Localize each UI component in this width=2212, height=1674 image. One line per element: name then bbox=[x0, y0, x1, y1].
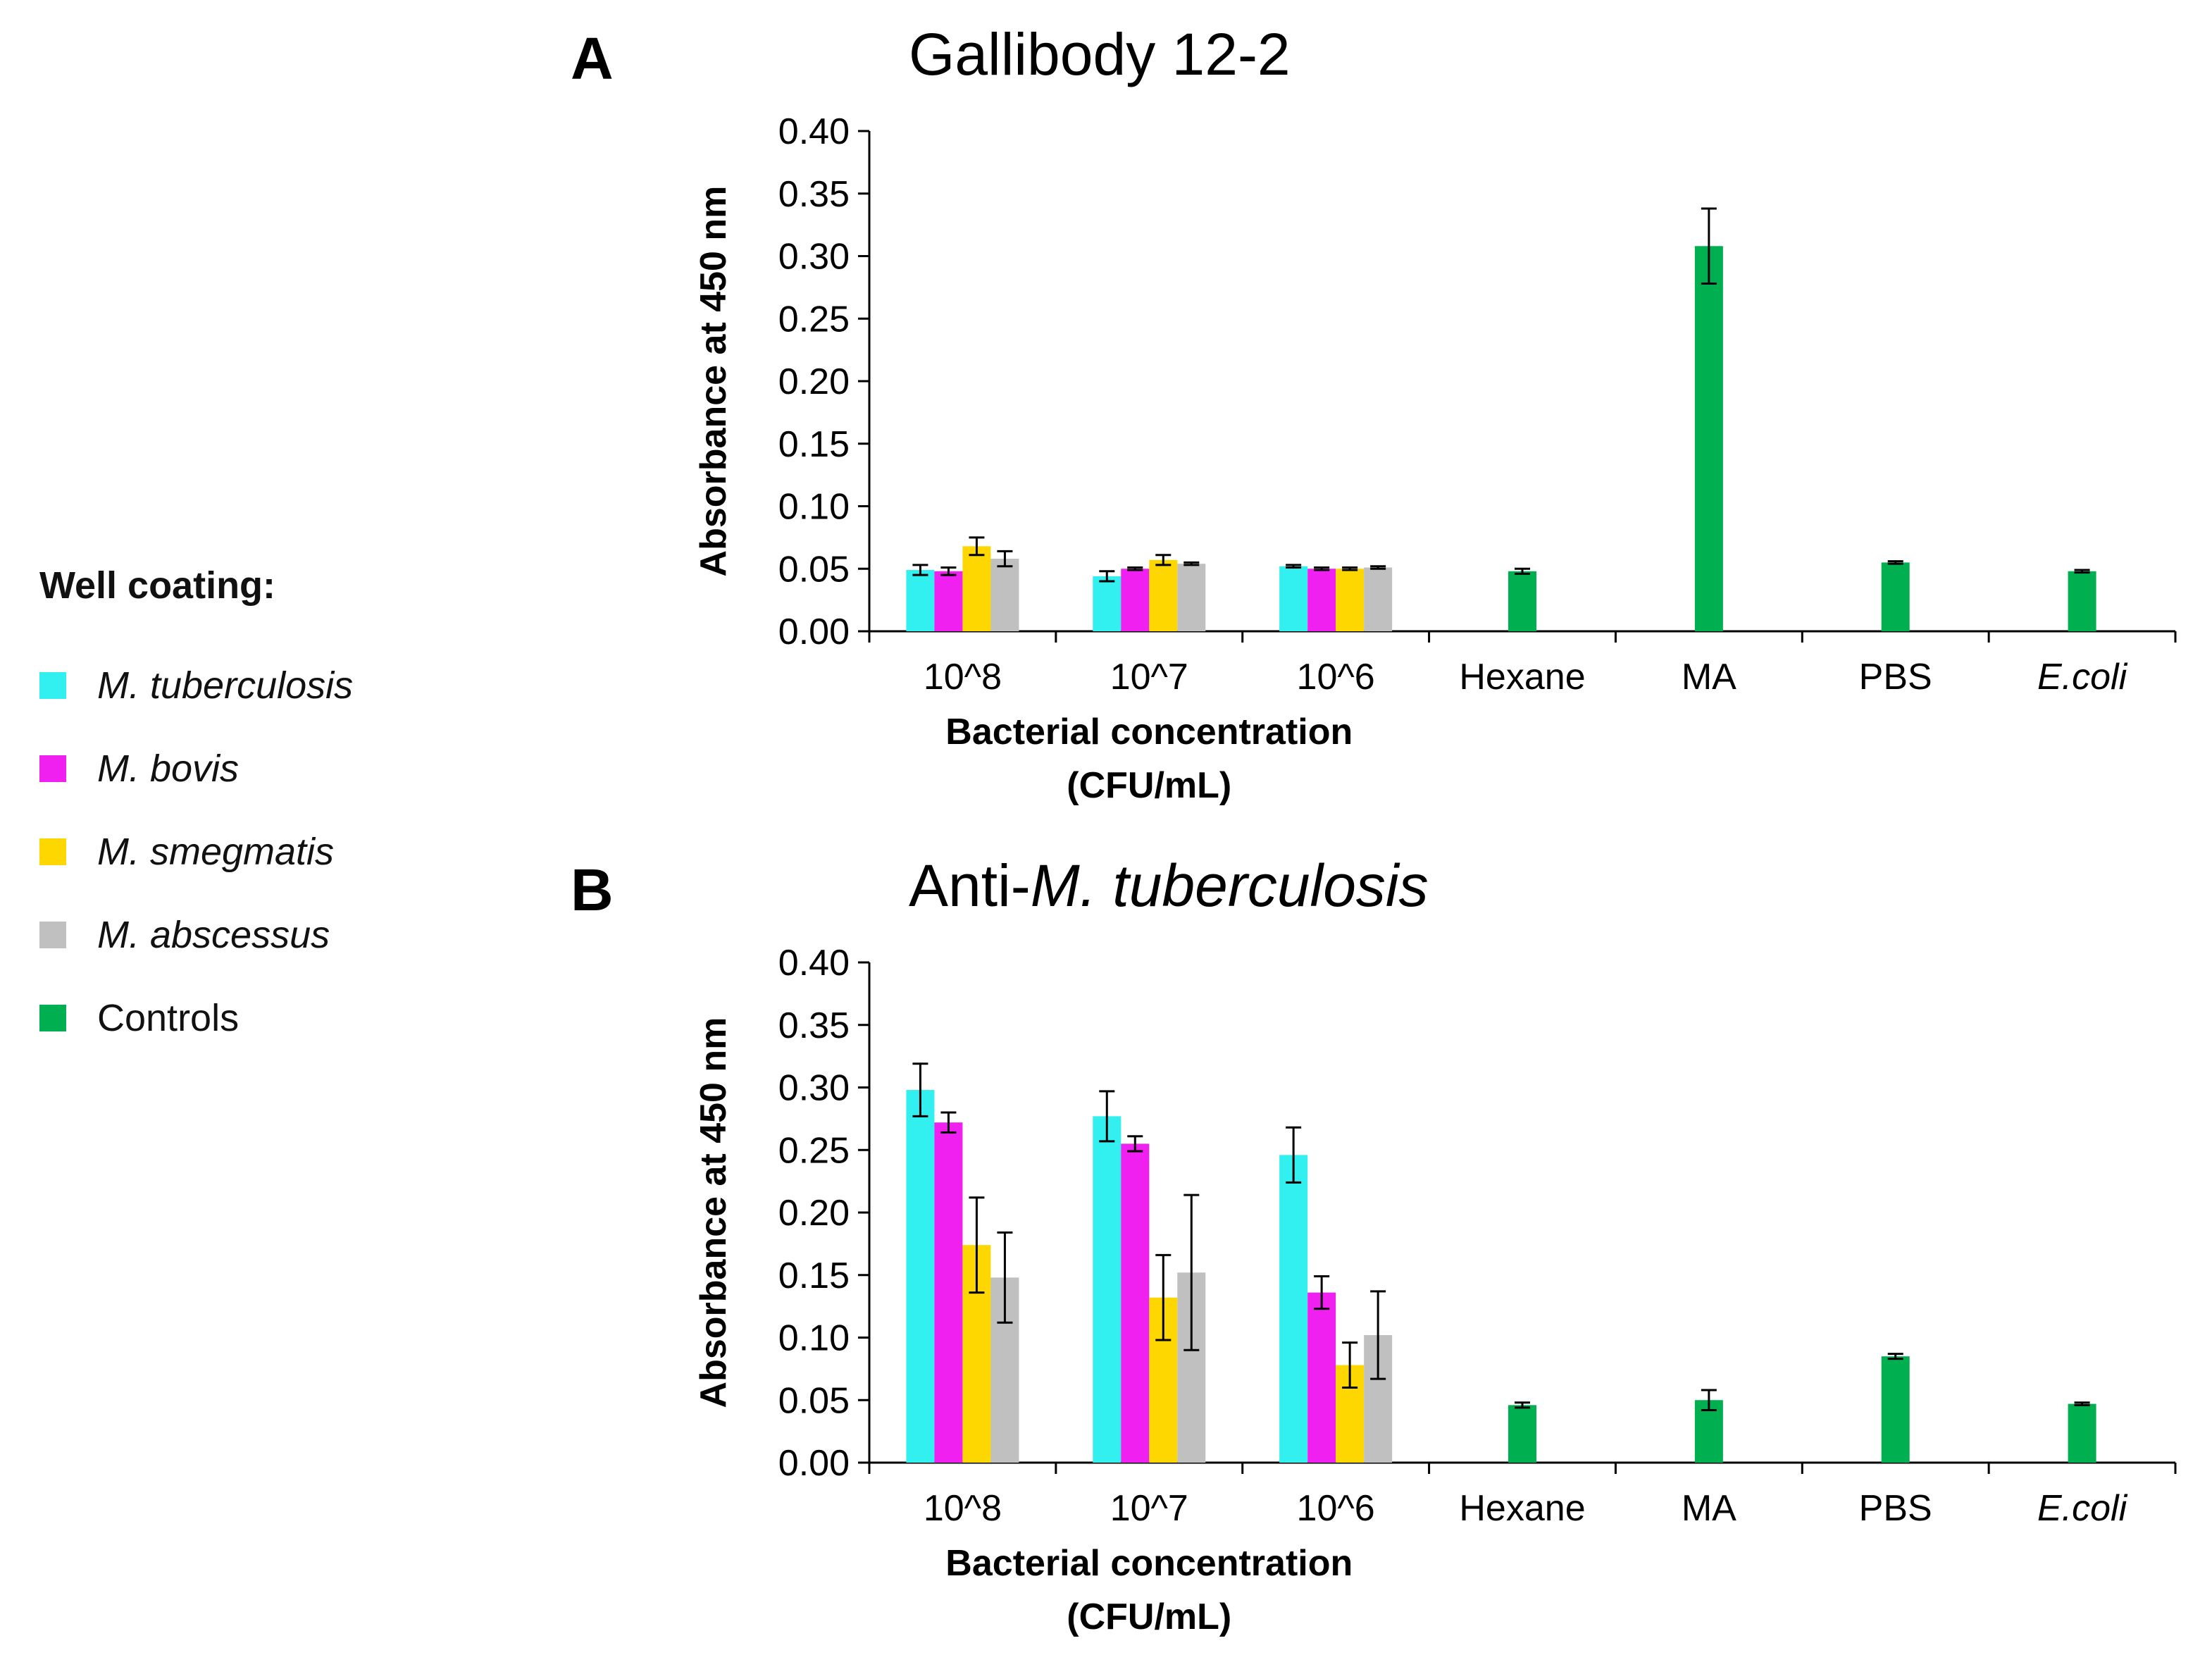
y-tick-label: 0.25 bbox=[778, 299, 850, 340]
x-tick-label: Hexane bbox=[1459, 657, 1585, 698]
panel-label: B bbox=[571, 857, 614, 923]
legend-label: M. bovis bbox=[97, 748, 240, 790]
chart-panel-a: A Gallibody 12-2 0.00 0.05 0.10 0.15 0.20 0.25 0… bbox=[571, 21, 2177, 806]
chart-title: Anti-M. tuberculosis bbox=[909, 852, 1429, 919]
bar bbox=[934, 571, 963, 631]
y-tick-label: 0.25 bbox=[778, 1130, 850, 1171]
bar bbox=[1093, 576, 1121, 631]
bar bbox=[2068, 1403, 2096, 1463]
chart-title-part: Anti- bbox=[909, 852, 1031, 919]
y-axis-label: Absorbance at 450 nm bbox=[693, 1017, 734, 1408]
y-tick-label: 0.40 bbox=[778, 111, 850, 152]
bar bbox=[1279, 1155, 1308, 1463]
x-tick-label: 10^7 bbox=[1110, 657, 1188, 698]
bar bbox=[1307, 569, 1336, 631]
x-tick-label: E.coli bbox=[2037, 657, 2128, 698]
panel-label: A bbox=[571, 25, 614, 92]
x-tick-label: MA bbox=[1682, 657, 1736, 698]
bar bbox=[990, 559, 1019, 631]
y-tick-label: 0.15 bbox=[778, 424, 850, 465]
legend-item: M. bovis bbox=[39, 727, 547, 810]
y-tick-label: 0.10 bbox=[778, 1318, 850, 1359]
bar bbox=[1364, 567, 1393, 631]
y-tick-label: 0.05 bbox=[778, 549, 850, 590]
y-tick-label: 0.20 bbox=[778, 1193, 850, 1234]
bar bbox=[1508, 571, 1536, 631]
legend-item: M. abscessus bbox=[39, 893, 547, 976]
legend-swatch bbox=[39, 1005, 66, 1031]
x-tick-label: MA bbox=[1682, 1488, 1736, 1529]
bar bbox=[962, 546, 991, 631]
x-tick-label: E.coli bbox=[2037, 1488, 2128, 1529]
legend-item: M. smegmatis bbox=[39, 810, 547, 893]
bar bbox=[1881, 562, 1910, 631]
y-tick-label: 0.15 bbox=[778, 1256, 850, 1296]
legend-item: Controls bbox=[39, 976, 547, 1060]
legend: Well coating: M. tuberculosis M. bovis M… bbox=[39, 564, 547, 1060]
bar bbox=[1336, 569, 1365, 631]
y-tick-label: 0.35 bbox=[778, 174, 850, 215]
y-tick-label: 0.10 bbox=[778, 487, 850, 528]
y-tick-label: 0.00 bbox=[778, 612, 850, 652]
x-axis-label: Bacterial concentration bbox=[945, 712, 1353, 752]
bar bbox=[1694, 246, 1723, 631]
bar bbox=[906, 570, 935, 631]
chart-title-part: M. tuberculosis bbox=[1031, 852, 1429, 919]
legend-item: M. tuberculosis bbox=[39, 644, 547, 727]
y-tick-label: 0.30 bbox=[778, 1068, 850, 1109]
x-tick-label: 10^7 bbox=[1110, 1488, 1188, 1529]
y-tick-label: 0.40 bbox=[778, 943, 850, 984]
y-tick-label: 0.30 bbox=[778, 237, 850, 278]
x-tick-label: 10^6 bbox=[1297, 1488, 1375, 1529]
bar bbox=[906, 1090, 935, 1463]
legend-swatch bbox=[39, 755, 66, 782]
bar bbox=[1093, 1116, 1121, 1463]
bar bbox=[1279, 566, 1308, 631]
x-tick-label: 10^6 bbox=[1297, 657, 1375, 698]
x-tick-label: Hexane bbox=[1459, 1488, 1585, 1529]
legend-swatch bbox=[39, 838, 66, 865]
chart-title-part: Gallibody 12-2 bbox=[909, 21, 1291, 87]
x-tick-label: 10^8 bbox=[924, 1488, 1002, 1529]
bar bbox=[1149, 559, 1178, 631]
legend-label: M. tuberculosis bbox=[97, 664, 354, 707]
legend-label: M. abscessus bbox=[97, 914, 330, 956]
legend-label: Controls bbox=[97, 997, 240, 1039]
legend-swatch bbox=[39, 672, 66, 699]
x-tick-label: PBS bbox=[1859, 657, 1932, 698]
bar bbox=[1881, 1356, 1910, 1463]
legend-title: Well coating: bbox=[39, 564, 276, 607]
bar bbox=[934, 1122, 963, 1463]
legend-label: M. smegmatis bbox=[97, 831, 335, 873]
bar bbox=[1121, 1143, 1150, 1463]
bar bbox=[2068, 571, 2096, 631]
bar bbox=[1177, 564, 1206, 631]
y-axis-label: Absorbance at 450 nm bbox=[693, 186, 734, 577]
x-axis-label-units: (CFU/mL) bbox=[1067, 765, 1231, 806]
x-tick-label: 10^8 bbox=[924, 657, 1002, 698]
x-axis-label: Bacterial concentration bbox=[945, 1543, 1353, 1584]
x-axis-label-units: (CFU/mL) bbox=[1067, 1596, 1231, 1637]
y-tick-label: 0.00 bbox=[778, 1443, 850, 1484]
bar bbox=[1508, 1405, 1536, 1463]
chart-title: Gallibody 12-2 bbox=[909, 21, 1291, 87]
x-tick-label: PBS bbox=[1859, 1488, 1932, 1529]
legend-swatch bbox=[39, 922, 66, 948]
y-tick-label: 0.20 bbox=[778, 361, 850, 402]
bar bbox=[1307, 1292, 1336, 1463]
y-tick-label: 0.05 bbox=[778, 1380, 850, 1421]
bar bbox=[1121, 569, 1150, 631]
chart-panel-b: B Anti-M. tuberculosis 0.00 0.05 0.10 0.15 0.2… bbox=[571, 852, 2177, 1637]
y-tick-label: 0.35 bbox=[778, 1005, 850, 1046]
